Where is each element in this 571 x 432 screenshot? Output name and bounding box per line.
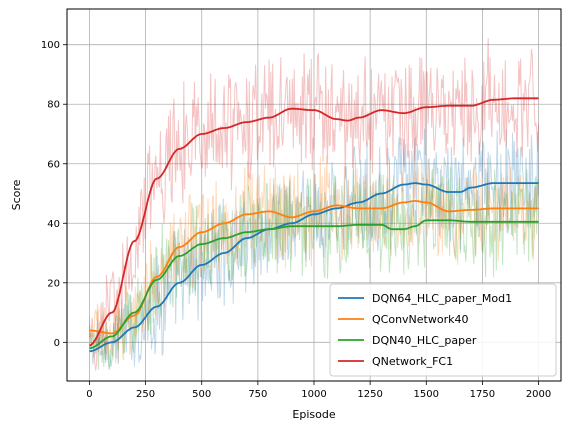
- y-tick-label: 60: [47, 159, 60, 170]
- raw-score-trace: [89, 38, 539, 371]
- x-tick-label: 750: [248, 389, 267, 400]
- x-tick-label: 500: [192, 389, 211, 400]
- x-tick-label: 250: [136, 389, 155, 400]
- x-tick-label: 1000: [301, 389, 326, 400]
- y-tick-label: 100: [41, 40, 60, 51]
- smoothed-series-line: [89, 219, 539, 350]
- legend-label: QNetwork_FC1: [372, 355, 453, 368]
- raw-score-trace: [89, 128, 539, 370]
- y-axis-label: Score: [10, 179, 23, 210]
- smoothed-series-line: [89, 97, 539, 347]
- y-tick-label: 40: [47, 219, 60, 230]
- legend-label: DQN64_HLC_paper_Mod1: [372, 292, 512, 305]
- x-tick-label: 0: [86, 389, 92, 400]
- legend-label: DQN40_HLC_paper: [372, 334, 477, 347]
- x-tick-label: 1250: [357, 389, 382, 400]
- legend-box: [329, 283, 557, 377]
- y-axis-ticks: 0 20 40 60 80 100: [41, 40, 67, 349]
- x-axis-label: Episode: [292, 408, 335, 421]
- smoothed-series-line: [89, 182, 539, 353]
- x-tick-label: 2000: [526, 389, 551, 400]
- smoothed-series-line: [89, 200, 539, 335]
- x-tick-label: 1750: [470, 389, 495, 400]
- x-axis-ticks: 0 250 500 750 1000 1250 1500 1750 2000: [86, 381, 551, 400]
- y-tick-label: 80: [47, 100, 60, 111]
- legend-label: QConvNetwork40: [372, 313, 468, 326]
- x-tick-label: 1500: [414, 389, 439, 400]
- raw-score-trace: [89, 149, 539, 365]
- smoothed-lines-layer: [89, 97, 539, 353]
- y-tick-label: 0: [54, 338, 60, 349]
- y-tick-label: 20: [47, 278, 60, 289]
- legend: DQN64_HLC_paper_Mod1 QConvNetwork40 DQN40_…: [329, 283, 557, 377]
